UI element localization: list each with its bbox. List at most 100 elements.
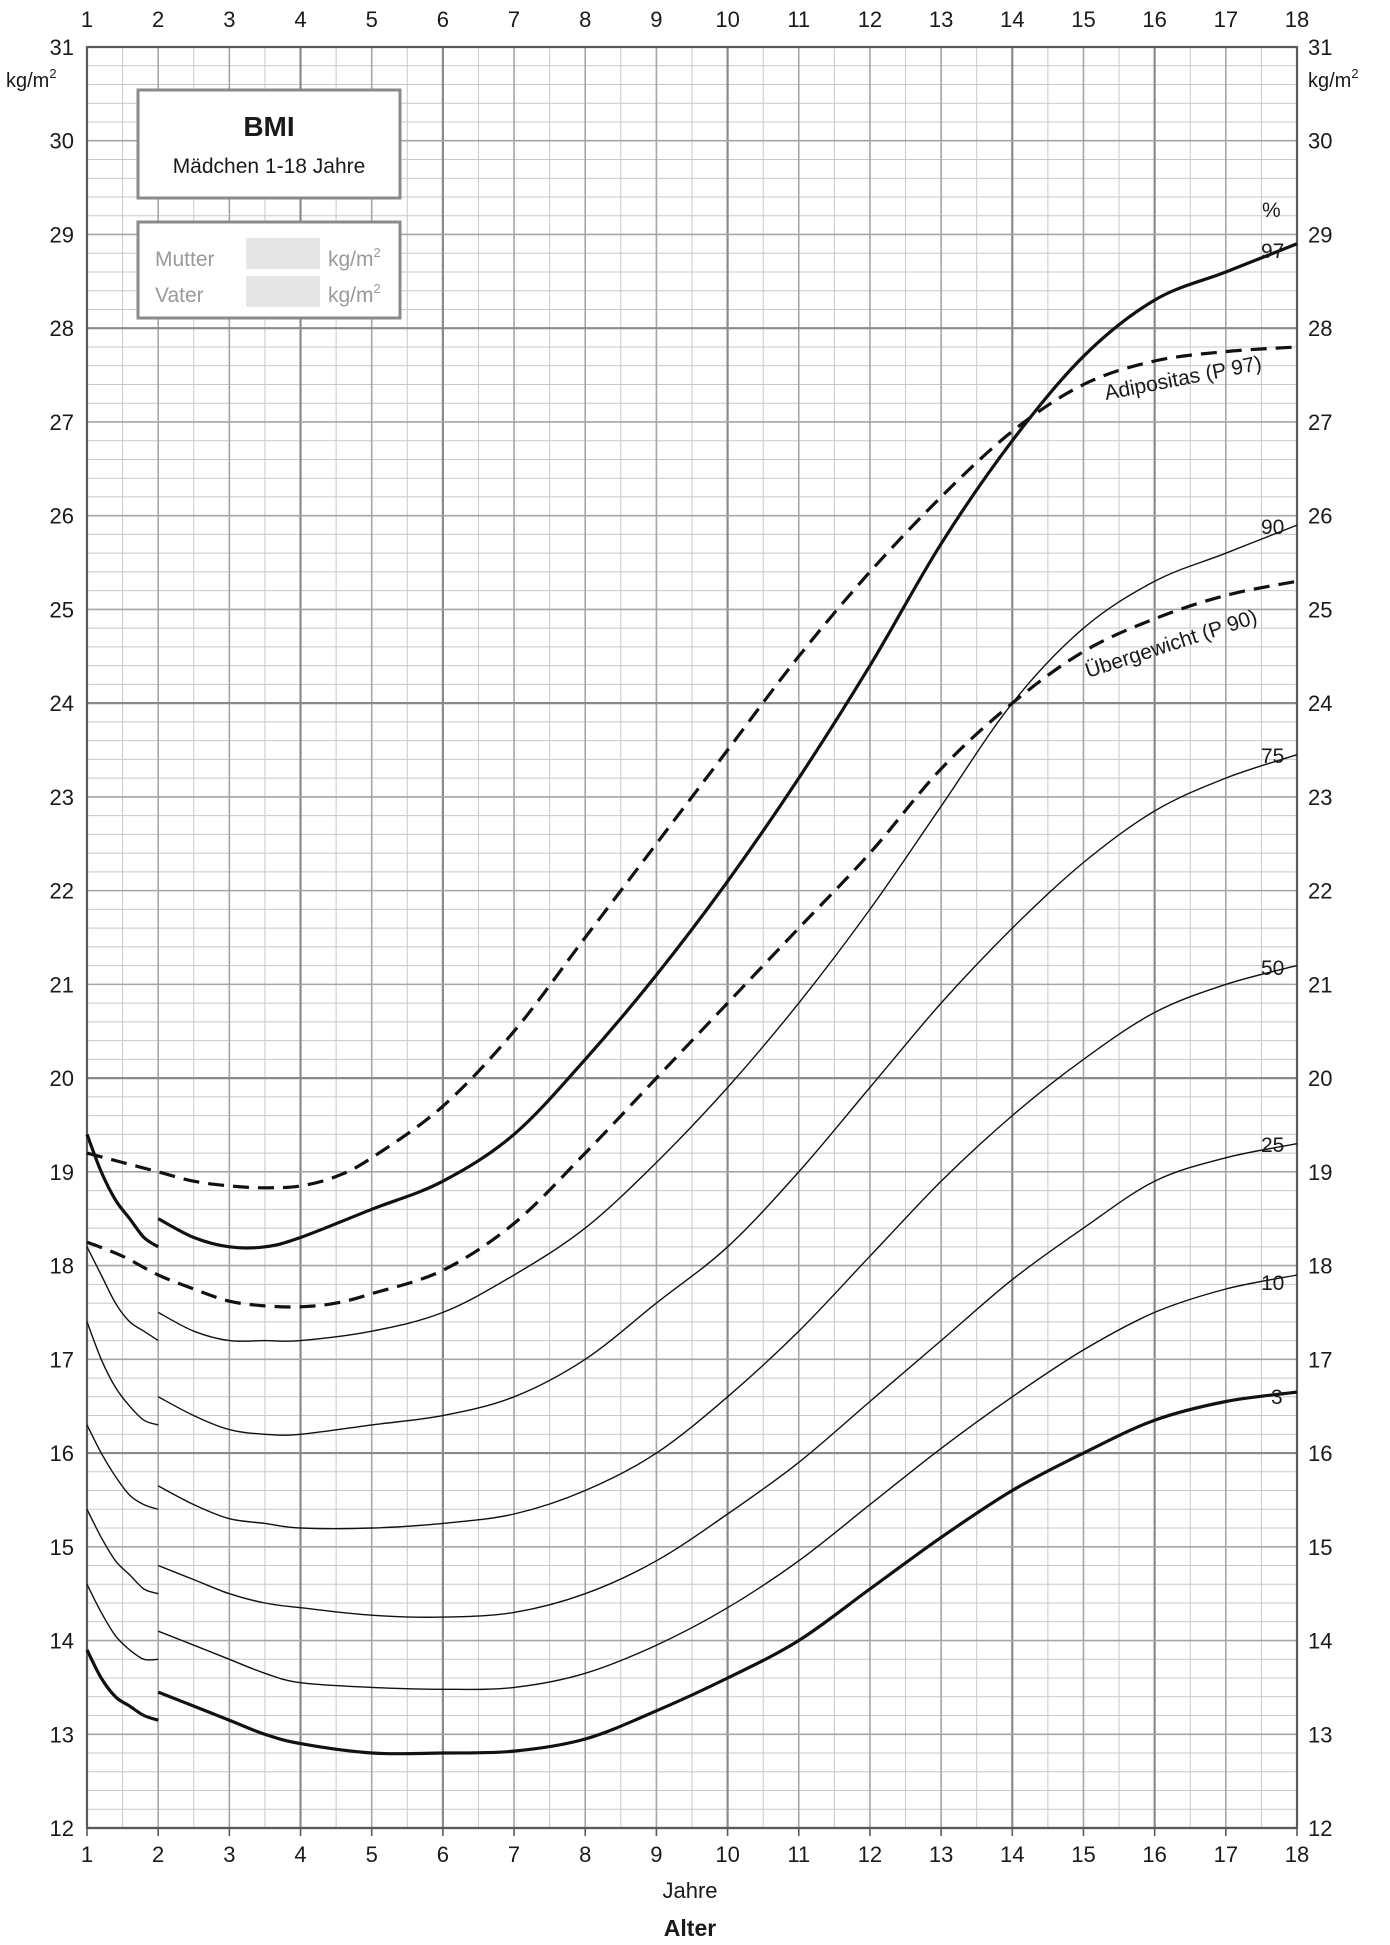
y-tick-label-right: 15 [1308,1535,1332,1560]
curve-10-from-2 [157,1274,1298,1691]
x-tick-label-bottom: 9 [650,1842,662,1867]
y-tick-label-left: 31 [50,35,74,60]
y-tick-label-right: 22 [1308,879,1332,904]
x-tick-label-bottom: 5 [366,1842,378,1867]
y-tick-label-left: 28 [50,316,74,341]
y-tick-label-right: 25 [1308,597,1332,622]
x-tick-label-top: 16 [1142,7,1166,32]
curve-adipositas-p-97 [86,345,1298,1190]
father-bmi-field[interactable] [246,276,320,307]
x-tick-label-bottom: 11 [787,1842,810,1867]
curve-90-from-2 [157,524,1298,1342]
y-tick-label-left: 22 [50,879,74,904]
x-tick-label-top: 15 [1071,7,1095,32]
x-tick-label-bottom: 14 [1000,1842,1024,1867]
y-tick-label-right: 14 [1308,1629,1332,1654]
x-tick-label-top: 10 [715,7,739,32]
x-tick-label-top: 13 [929,7,953,32]
mother-label: Mutter [155,248,215,271]
x-tick-label-top: 9 [650,7,662,32]
father-label: Vater [155,284,204,307]
x-tick-label-bottom: 12 [858,1842,882,1867]
curve-75 [86,1321,159,1426]
y-tick-label-left: 15 [50,1535,74,1560]
x-tick-label-top: 5 [366,7,378,32]
adipositas-label: Adipositas (P 97) [1103,352,1264,405]
x-tick-label-bottom: 2 [152,1842,164,1867]
x-tick-label-bottom: 3 [223,1842,235,1867]
y-tick-label-left: 29 [50,222,74,247]
chart-subtitle: Mädchen 1-18 Jahre [173,155,366,178]
title-box [136,88,402,200]
y-tick-label-left: 26 [50,504,74,529]
curve-75-from-2 [157,754,1298,1436]
curve-label-90: 90 [1261,516,1284,539]
y-tick-label-left: 21 [50,972,74,997]
curve-97 [85,1133,160,1249]
y-tick-label-left: 24 [50,691,74,716]
curve-50 [86,1424,159,1510]
y-tick-label-right: 17 [1308,1347,1332,1372]
curve-10 [86,1583,159,1661]
y-tick-label-left: 16 [50,1441,74,1466]
y-tick-label-left: 20 [50,1066,74,1091]
y-unit-left: kg/m2 [6,66,57,92]
y-tick-label-right: 31 [1308,35,1332,60]
percent-symbol: % [1262,199,1281,222]
mother-bmi-field[interactable] [246,238,320,269]
y-tick-label-right: 27 [1308,410,1332,435]
curve-bergewicht-p-90 [86,579,1298,1309]
curve-label-97: 97 [1261,240,1284,263]
curve-label-50: 50 [1261,957,1284,980]
uebergewicht-label: Übergewicht (P 90) [1082,605,1260,682]
y-tick-label-right: 21 [1308,972,1332,997]
y-unit-right: kg/m2 [1308,66,1359,92]
x-axis-title: Jahre [662,1878,717,1903]
curve-label-10: 10 [1261,1272,1284,1295]
y-tick-label-left: 12 [50,1816,74,1841]
x-tick-label-top: 17 [1214,7,1238,32]
curve-97-from-2 [157,242,1298,1250]
y-tick-label-left: 23 [50,785,74,810]
curve-label-3: 3 [1271,1386,1283,1409]
x-tick-label-bottom: 1 [81,1842,93,1867]
y-tick-label-left: 13 [50,1722,74,1747]
x-tick-label-bottom: 8 [579,1842,591,1867]
curve-90 [86,1246,159,1342]
x-tick-label-bottom: 4 [294,1842,306,1867]
x-tick-label-bottom: 7 [508,1842,520,1867]
y-tick-label-right: 26 [1308,504,1332,529]
y-tick-label-right: 19 [1308,1160,1332,1185]
x-axis-title-bold: Alter [664,1915,716,1941]
x-tick-label-top: 1 [81,7,93,32]
mother-unit: kg/m2 [328,245,381,271]
father-unit: kg/m2 [328,281,381,307]
y-tick-label-right: 18 [1308,1254,1332,1279]
tick-labels: 1122334455667788991010111112121313141415… [50,7,1333,1867]
y-tick-label-right: 30 [1308,129,1332,154]
x-tick-label-bottom: 13 [929,1842,953,1867]
percentile-curves [85,242,1298,1756]
curve-25-from-2 [157,1143,1298,1618]
x-tick-label-top: 7 [508,7,520,32]
y-tick-label-left: 18 [50,1254,74,1279]
x-tick-label-top: 12 [858,7,882,32]
x-tick-label-bottom: 10 [715,1842,739,1867]
y-tick-label-left: 30 [50,129,74,154]
x-tick-label-top: 14 [1000,7,1024,32]
curve-50-from-2 [157,964,1298,1530]
x-tick-label-bottom: 17 [1214,1842,1238,1867]
y-tick-label-left: 25 [50,597,74,622]
x-tick-label-bottom: 18 [1285,1842,1309,1867]
y-tick-label-right: 16 [1308,1441,1332,1466]
y-tick-label-right: 23 [1308,785,1332,810]
x-tick-label-top: 4 [294,7,306,32]
curve-label-25: 25 [1261,1134,1284,1157]
y-tick-label-left: 17 [50,1347,74,1372]
x-tick-label-top: 8 [579,7,591,32]
x-tick-label-top: 6 [437,7,449,32]
x-tick-label-top: 11 [787,7,810,32]
y-tick-label-right: 12 [1308,1816,1332,1841]
x-tick-label-bottom: 15 [1071,1842,1095,1867]
